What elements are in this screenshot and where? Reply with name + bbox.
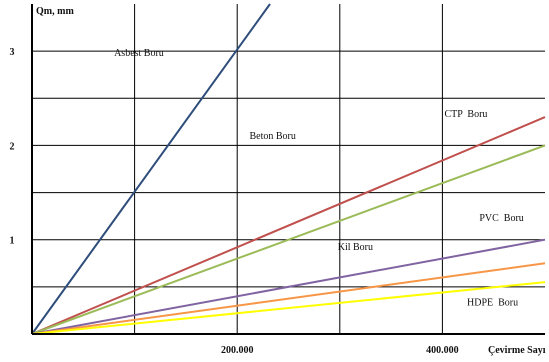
series-line-pvc-boru	[31, 238, 546, 335]
series-label-kil-boru: Kil Boru	[338, 242, 373, 253]
grid	[32, 4, 545, 334]
y-tick-label: 1	[10, 236, 15, 247]
series-line-kil-boru	[31, 262, 546, 335]
series-label-beton-boru: Beton Boru	[250, 131, 296, 142]
series-label-ctp-boru: CTP Boru	[444, 109, 487, 120]
series-line-asbest-boru	[31, 3, 271, 335]
x-tick-label: 200.000	[221, 345, 254, 356]
y-axis-title: Qm, mm	[36, 6, 74, 17]
series-label-asbest-boru: Asbest Boru	[114, 48, 164, 59]
axes	[31, 4, 545, 335]
series-line-hdpe-boru	[31, 281, 546, 335]
y-tick-label: 3	[10, 47, 15, 58]
y-tick-label: 2	[10, 141, 15, 152]
series-label-pvc-boru: PVC Boru	[479, 213, 523, 224]
series-line-ctp-boru	[31, 116, 546, 335]
series-lines	[31, 3, 546, 335]
labels: 200.000 400.000 1 2 3 Asbest Boru Beton Boru CT…	[10, 47, 524, 356]
series-line-beton-boru	[31, 144, 546, 335]
x-axis-title: Çevirme Sayı	[488, 345, 546, 356]
series-label-hdpe-boru: HDPE Boru	[467, 298, 518, 309]
x-tick-label: 400.000	[426, 345, 459, 356]
